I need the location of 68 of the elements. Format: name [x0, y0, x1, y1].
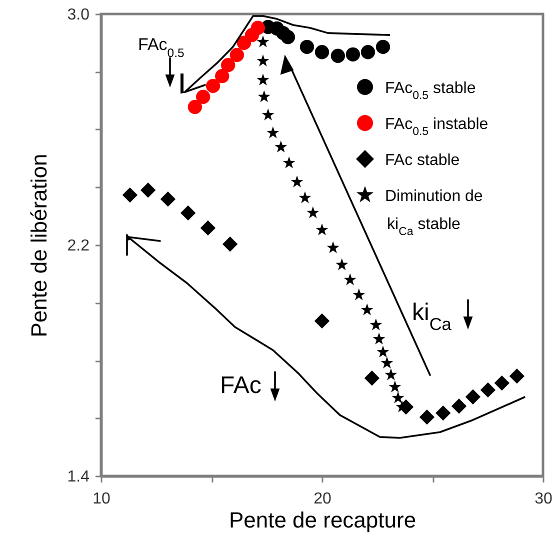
point	[465, 389, 481, 404]
point	[436, 405, 451, 421]
point	[282, 156, 296, 168]
point	[221, 58, 236, 72]
x-tick-label: 20	[314, 490, 332, 508]
point	[326, 241, 340, 254]
point	[206, 78, 220, 93]
point	[352, 288, 366, 300]
annotation: FAc$_{0.5}$	[138, 35, 184, 60]
point	[200, 220, 216, 236]
point	[330, 48, 345, 63]
legend-label: FAc stable	[385, 152, 460, 169]
point	[360, 303, 374, 316]
point	[392, 392, 404, 404]
legend-label: FAc$_{0.5}$ stable	[385, 80, 476, 102]
point	[388, 380, 402, 392]
x-axis-title: Pente de recapture	[228, 508, 416, 532]
point	[419, 410, 435, 425]
point	[370, 318, 382, 330]
legend-label: Diminution de ki$_{Ca}$ stable	[385, 188, 483, 238]
point	[480, 382, 496, 398]
point	[384, 368, 398, 380]
annotation: FAc	[220, 372, 262, 399]
point	[256, 35, 270, 48]
point	[372, 332, 386, 344]
point	[380, 356, 394, 368]
point	[188, 100, 202, 114]
point	[274, 140, 288, 152]
point	[280, 30, 296, 44]
point	[122, 187, 138, 203]
legend-label: FAc$_{0.5}$ instable	[385, 116, 488, 138]
point	[262, 108, 274, 120]
annotation: ki$_{Ca}$	[412, 299, 452, 334]
point	[376, 346, 390, 358]
point	[266, 126, 280, 138]
point	[364, 370, 380, 386]
point	[160, 192, 176, 207]
point	[376, 40, 390, 54]
x-tick-label: 10	[92, 490, 110, 508]
point	[336, 258, 348, 270]
y-tick-label: 1.4	[67, 468, 90, 486]
y-axis-title: Pente de libération	[26, 154, 52, 338]
point	[300, 40, 314, 54]
point	[494, 375, 510, 391]
point	[230, 48, 244, 62]
point	[314, 45, 330, 60]
point	[298, 191, 312, 204]
point	[316, 223, 328, 236]
point	[346, 47, 360, 62]
y-tick-label: 2.2	[67, 238, 90, 254]
point	[344, 273, 356, 286]
point	[306, 206, 320, 218]
point	[256, 74, 270, 86]
point	[196, 90, 210, 104]
point	[256, 54, 270, 66]
point	[215, 69, 230, 84]
point	[509, 368, 525, 384]
point	[360, 45, 376, 60]
point	[222, 236, 238, 252]
point	[140, 182, 156, 198]
point	[180, 205, 196, 221]
point	[258, 90, 270, 102]
point	[250, 20, 265, 35]
point	[314, 313, 330, 329]
point	[451, 398, 467, 414]
y-tick-label: 3.0	[67, 6, 90, 24]
point	[290, 176, 304, 188]
x-tick-label: 30	[534, 490, 552, 508]
